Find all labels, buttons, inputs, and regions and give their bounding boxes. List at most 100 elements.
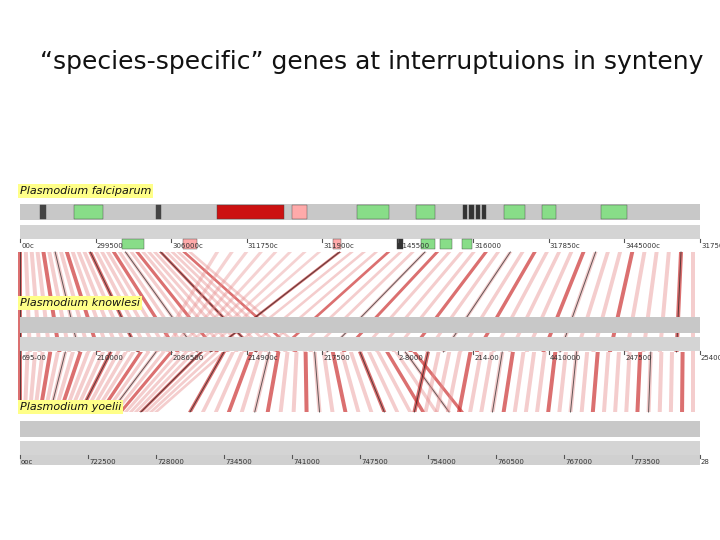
Bar — [542, 205, 556, 219]
Polygon shape — [99, 352, 143, 412]
Bar — [20, 317, 700, 333]
Polygon shape — [691, 352, 696, 412]
Polygon shape — [89, 352, 127, 412]
Polygon shape — [188, 252, 292, 352]
Polygon shape — [53, 352, 75, 412]
Polygon shape — [188, 352, 226, 412]
Text: 247500: 247500 — [626, 354, 652, 361]
Polygon shape — [18, 352, 22, 412]
Bar — [464, 205, 467, 219]
Text: 695-00: 695-00 — [21, 354, 46, 361]
Bar — [292, 205, 307, 219]
Polygon shape — [308, 252, 415, 352]
Polygon shape — [119, 352, 173, 412]
Bar — [156, 205, 161, 219]
Polygon shape — [435, 352, 451, 412]
Text: 722500: 722500 — [89, 458, 116, 464]
Bar — [333, 239, 341, 249]
Polygon shape — [35, 252, 52, 352]
Polygon shape — [625, 252, 647, 352]
Polygon shape — [182, 252, 298, 352]
Polygon shape — [201, 352, 235, 412]
Polygon shape — [367, 352, 399, 412]
Bar — [20, 204, 700, 220]
Polygon shape — [130, 252, 209, 352]
Polygon shape — [48, 252, 71, 352]
Polygon shape — [73, 352, 105, 412]
Text: 773500: 773500 — [633, 458, 660, 464]
Text: 747500: 747500 — [361, 458, 388, 464]
Polygon shape — [65, 252, 101, 352]
Polygon shape — [258, 252, 378, 352]
Polygon shape — [30, 252, 42, 352]
Polygon shape — [613, 352, 621, 412]
Bar — [421, 239, 435, 249]
Polygon shape — [147, 252, 238, 352]
Polygon shape — [508, 252, 561, 352]
Polygon shape — [253, 352, 271, 412]
Polygon shape — [480, 352, 494, 412]
Bar — [601, 205, 627, 219]
Polygon shape — [340, 352, 361, 412]
Polygon shape — [202, 252, 321, 352]
Polygon shape — [129, 352, 188, 412]
Polygon shape — [403, 352, 451, 412]
Polygon shape — [385, 352, 425, 412]
Polygon shape — [569, 352, 578, 412]
Polygon shape — [446, 352, 462, 412]
Text: 25400: 25400 — [701, 354, 720, 361]
Polygon shape — [658, 252, 671, 352]
Polygon shape — [330, 352, 348, 412]
Polygon shape — [413, 352, 430, 412]
Text: 2-8000: 2-8000 — [399, 354, 423, 361]
Polygon shape — [33, 352, 45, 412]
Polygon shape — [658, 352, 663, 412]
Polygon shape — [322, 352, 335, 412]
Text: 3175000c: 3175000c — [701, 242, 720, 248]
Text: 311900c: 311900c — [323, 242, 354, 248]
Polygon shape — [104, 352, 150, 412]
Polygon shape — [227, 352, 253, 412]
Polygon shape — [490, 352, 504, 412]
Polygon shape — [154, 252, 219, 352]
Bar — [20, 421, 700, 437]
Text: 760500: 760500 — [497, 458, 524, 464]
Polygon shape — [42, 252, 61, 352]
Polygon shape — [312, 352, 322, 412]
Polygon shape — [195, 252, 307, 352]
Polygon shape — [292, 252, 402, 352]
Polygon shape — [59, 252, 91, 352]
Polygon shape — [580, 352, 589, 412]
Polygon shape — [358, 352, 387, 412]
Polygon shape — [53, 252, 81, 352]
Polygon shape — [174, 252, 263, 352]
Text: 317850c: 317850c — [550, 242, 580, 248]
Text: 2086500: 2086500 — [172, 354, 203, 361]
Bar — [20, 337, 700, 351]
Polygon shape — [124, 352, 181, 412]
Polygon shape — [43, 352, 60, 412]
Polygon shape — [94, 252, 150, 352]
Polygon shape — [78, 352, 112, 412]
Polygon shape — [557, 352, 568, 412]
Polygon shape — [624, 352, 631, 412]
Polygon shape — [349, 352, 374, 412]
Polygon shape — [275, 252, 390, 352]
Text: 214900c: 214900c — [248, 354, 279, 361]
Bar — [440, 239, 452, 249]
Polygon shape — [76, 252, 120, 352]
Polygon shape — [63, 352, 90, 412]
Polygon shape — [168, 252, 248, 352]
Polygon shape — [89, 252, 140, 352]
Polygon shape — [153, 252, 248, 352]
Bar — [476, 205, 480, 219]
Bar — [217, 205, 284, 219]
Polygon shape — [124, 252, 199, 352]
Polygon shape — [154, 352, 226, 412]
Text: 210000: 210000 — [96, 354, 123, 361]
Polygon shape — [502, 352, 515, 412]
Polygon shape — [38, 352, 53, 412]
Polygon shape — [18, 252, 22, 352]
Polygon shape — [144, 352, 211, 412]
Polygon shape — [139, 352, 203, 412]
